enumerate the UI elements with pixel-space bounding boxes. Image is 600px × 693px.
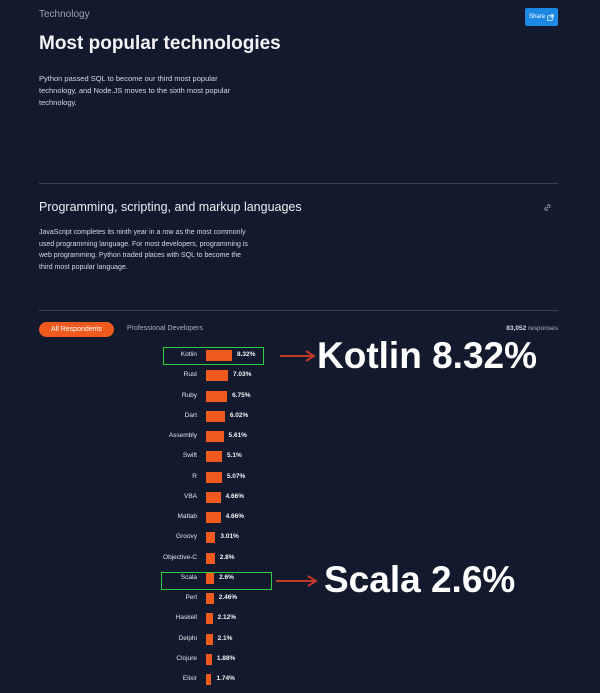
kotlin-arrow (280, 350, 316, 362)
bar-value-label: 6.02% (229, 411, 249, 419)
bar-label: Swift (182, 452, 197, 460)
bar (206, 593, 214, 604)
bar (206, 410, 225, 422)
bar-value-label: 1.88% (216, 654, 236, 662)
chart-row-perl: Perl 2.46% (0, 590, 300, 610)
bar (206, 471, 222, 483)
scala-arrow (276, 575, 318, 587)
bar-value-label: 2.6% (219, 573, 234, 581)
bar-value-label: 7.03% (232, 371, 252, 379)
bar-chart: Kotlin 8.32% Rust 7.03% Ruby 6.75% Dart 6.02% As… (0, 347, 600, 693)
bar-label: R (192, 472, 197, 480)
bar (206, 613, 213, 625)
page-title: Most popular technologies (39, 33, 281, 54)
bar (206, 633, 213, 645)
bar-value-label: 6.75% (232, 391, 251, 399)
chart-row-objective-c: Objective-C 2.8% (0, 550, 300, 570)
share-button[interactable]: Share (525, 8, 558, 26)
bar-value-label: 5.61% (228, 432, 247, 439)
bar-label: Scala (180, 573, 197, 581)
chart-row-clojure: Clojure 1.88% (0, 651, 300, 671)
divider (39, 310, 558, 311)
chart-row-scala: Scala 2.6% (0, 570, 300, 590)
chart-row-kotlin: Kotlin 8.32% (0, 347, 300, 367)
bar-value-label: 3.01% (220, 533, 239, 541)
bar-label: Dart (184, 411, 197, 419)
bar-label: Elixir (182, 675, 197, 682)
bar (206, 552, 215, 564)
divider (39, 183, 558, 184)
bar (206, 532, 216, 544)
section-label: Technology (39, 9, 90, 20)
bar-value-label: 5.1% (226, 452, 242, 460)
bar-label: VBA (183, 492, 197, 500)
bar-label: Clojure (176, 654, 197, 662)
scala-highlight-box (161, 572, 272, 590)
tab-all-respondents[interactable]: All Respondents (39, 322, 114, 337)
kotlin-highlight-box (163, 347, 264, 365)
chart-row-delphi: Delphi 2.1% (0, 631, 300, 651)
intro-text: Python passed SQL to become our third mo… (39, 74, 231, 107)
chart-row-vba: VBA 4.66% (0, 489, 300, 509)
responses-number: 83,052 (506, 325, 527, 332)
bar (206, 674, 212, 685)
subsection-title: Programming, scripting, and markup langu… (39, 200, 302, 214)
bar (206, 491, 221, 503)
bar-label: Perl (185, 594, 197, 601)
chart-row-matlab: Matlab 4.66% (0, 509, 300, 529)
bar-label: Kotlin (180, 351, 197, 358)
responses-label: responses (528, 325, 558, 332)
chart-row-assembly: Assembly 5.61% (0, 428, 300, 448)
chart-row-groovy: Groovy 3.01% (0, 529, 300, 549)
share-label: Share (528, 14, 545, 20)
bar-value-label: 1.74% (216, 675, 235, 682)
bar-value-label: 2.46% (218, 594, 238, 601)
bar-label: Objective-C (163, 553, 197, 561)
subsection-description: JavaScript completes its ninth year in a… (39, 229, 248, 271)
bar (206, 431, 224, 442)
bar-value-label: 5.07% (226, 472, 246, 480)
bar-value-label: 2.12% (217, 614, 237, 622)
external-link-icon (547, 13, 554, 21)
responses-count: 83,052 responses (506, 325, 558, 332)
bar-label: Assembly (168, 432, 197, 439)
bar (206, 350, 232, 361)
bar (206, 370, 228, 382)
bar-value-label: 4.66% (225, 492, 244, 500)
bar-label: Ruby (181, 391, 197, 399)
bar-value-label: 2.1% (217, 634, 233, 642)
chart-row-haskell: Haskell 2.12% (0, 610, 300, 630)
kotlin-callout: Kotlin 8.32% (317, 335, 537, 376)
bar (206, 653, 212, 665)
bar (206, 451, 222, 463)
bar-value-label: 2.8% (219, 553, 235, 561)
bar (206, 572, 215, 584)
scala-callout: Scala 2.6% (324, 559, 516, 600)
bar-label: Haskell (175, 614, 197, 622)
chart-row-r: R 5.07% (0, 469, 300, 489)
bar (206, 512, 221, 523)
chart-row-ruby: Ruby 6.75% (0, 388, 300, 408)
bar-label: Rust (183, 371, 197, 379)
bar-value-label: 8.32% (237, 351, 256, 358)
link-icon[interactable] (543, 203, 552, 212)
bar-label: Delphi (178, 634, 197, 642)
bar-value-label: 4.66% (225, 513, 244, 520)
chart-row-dart: Dart 6.02% (0, 408, 300, 428)
bar-label: Matlab (177, 513, 197, 520)
chart-row-rust: Rust 7.03% (0, 367, 300, 387)
chart-row-swift: Swift 5.1% (0, 448, 300, 468)
tab-professional-developers[interactable]: Professional Developers (127, 325, 203, 332)
bar-label: Groovy (176, 533, 197, 541)
bar (206, 390, 228, 402)
chart-row-elixir: Elixir 1.74% (0, 671, 300, 691)
